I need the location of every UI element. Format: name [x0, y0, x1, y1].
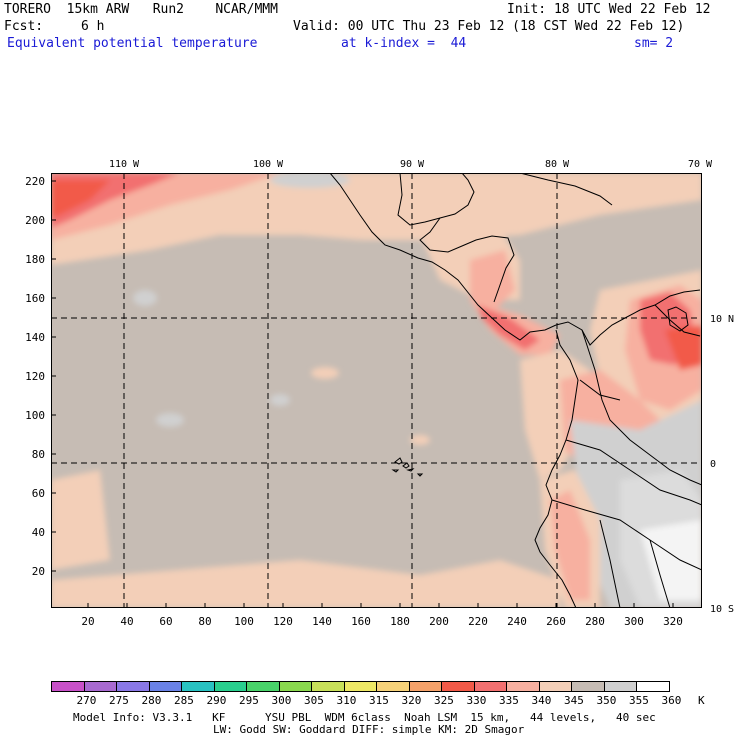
x-tick-label: 280: [585, 615, 605, 628]
colorbar-label: 305: [304, 694, 324, 707]
lon-label: 80 W: [545, 159, 570, 170]
colorbar-swatch: [603, 681, 637, 692]
x-tick-label: 200: [429, 615, 449, 628]
colorbar-label: 310: [336, 694, 357, 707]
colorbar-swatch: [376, 681, 410, 692]
colorbar-label: 290: [206, 694, 227, 707]
x-tick-label: 60: [159, 615, 172, 628]
forecast-hour: 6 h: [81, 19, 105, 34]
colorbar-swatch: [148, 681, 182, 692]
y-tick-label: 80: [32, 448, 45, 461]
colorbar-label: 295: [239, 694, 259, 707]
y-tick-label: 140: [25, 331, 45, 344]
x-tick-label: 40: [120, 615, 133, 628]
lat-label: 0: [710, 459, 716, 470]
graticule: [51, 173, 702, 608]
y-axis-ticks: [51, 180, 56, 572]
colorbar-swatch: [246, 681, 280, 692]
x-tick-label: 320: [663, 615, 683, 628]
colorbar-swatch: [506, 681, 540, 692]
x-tick-label: 140: [312, 615, 332, 628]
model-info-line: Model Info: V3.3.1 KF YSU PBL WDM 6class…: [73, 711, 656, 724]
smoothing-label: sm= 2: [634, 36, 674, 51]
shaded-field: [51, 173, 702, 608]
y-tick-label: 40: [32, 526, 45, 539]
lon-label: 100 W: [253, 159, 284, 170]
colorbar-swatch: [441, 681, 475, 692]
colorbar-label: 340: [531, 694, 552, 707]
lon-label: 70 W: [688, 159, 713, 170]
k-index-label: at k-index = 44: [341, 36, 467, 51]
colorbar-swatch: [278, 681, 312, 692]
x-tick-label: 120: [273, 615, 293, 628]
x-tick-label: 80: [198, 615, 211, 628]
colorbar-label: 345: [564, 694, 584, 707]
colorbar-label: 300: [271, 694, 292, 707]
x-tick-label: 100: [234, 615, 254, 628]
y-tick-label: 220: [25, 175, 45, 188]
colorbar-swatch: [571, 681, 605, 692]
colorbar-swatch: [311, 681, 345, 692]
lat-label: 10 N: [710, 314, 734, 325]
colorbar-swatch: [83, 681, 117, 692]
x-tick-label: 240: [507, 615, 527, 628]
y-tick-label: 20: [32, 565, 45, 578]
y-tick-label: 200: [25, 214, 45, 227]
y-tick-label: 160: [25, 292, 45, 305]
colorbar-label: 275: [109, 694, 129, 707]
y-tick-label: 120: [25, 370, 45, 383]
forecast-label: Fcst:: [4, 19, 44, 34]
colorbar-label: 285: [174, 694, 194, 707]
lat-label: 10 S: [710, 604, 734, 615]
colorbar-swatch: [181, 681, 215, 692]
colorbar-swatch: [473, 681, 507, 692]
colorbar-label: 320: [401, 694, 422, 707]
map-frame: [51, 173, 702, 608]
y-tick-label: 180: [25, 253, 45, 266]
colorbar-unit: K: [698, 694, 705, 707]
colorbar-swatch: [636, 681, 670, 692]
model-run-title: TORERO 15km ARW Run2 NCAR/MMM: [4, 2, 278, 17]
colorbar-swatch: [116, 681, 150, 692]
colorbar-label: 335: [499, 694, 519, 707]
physics-info-line: LW: Godd SW: Goddard DIFF: simple KM: 2D…: [213, 723, 525, 736]
colorbar-swatch: [408, 681, 442, 692]
y-tick-label: 100: [25, 409, 45, 422]
x-tick-label: 20: [81, 615, 94, 628]
coastlines: [329, 173, 702, 608]
lon-label: 110 W: [109, 159, 140, 170]
x-tick-label: 220: [468, 615, 488, 628]
x-tick-label: 300: [624, 615, 644, 628]
x-axis-ticks: [87, 603, 674, 608]
colorbar-label: 315: [369, 694, 389, 707]
x-tick-label: 180: [390, 615, 410, 628]
colorbar-label: 330: [466, 694, 487, 707]
x-tick-label: 260: [546, 615, 566, 628]
colorbar-swatch: [538, 681, 572, 692]
colorbar-label: 350: [596, 694, 617, 707]
colorbar-swatch: [213, 681, 247, 692]
colorbar-label: 270: [76, 694, 97, 707]
colorbar-swatch: [343, 681, 377, 692]
field-title: Equivalent potential temperature: [7, 36, 258, 51]
colorbar-swatch: [51, 681, 85, 692]
lon-label: 90 W: [400, 159, 425, 170]
colorbar-label: 280: [141, 694, 162, 707]
colorbar-label: 355: [629, 694, 649, 707]
init-time: Init: 18 UTC Wed 22 Feb 12: [507, 2, 711, 17]
valid-time: Valid: 00 UTC Thu 23 Feb 12 (18 CST Wed …: [293, 19, 685, 34]
x-tick-label: 160: [351, 615, 371, 628]
colorbar-label: 360: [661, 694, 682, 707]
colorbar-label: 325: [434, 694, 454, 707]
y-tick-label: 60: [32, 487, 45, 500]
